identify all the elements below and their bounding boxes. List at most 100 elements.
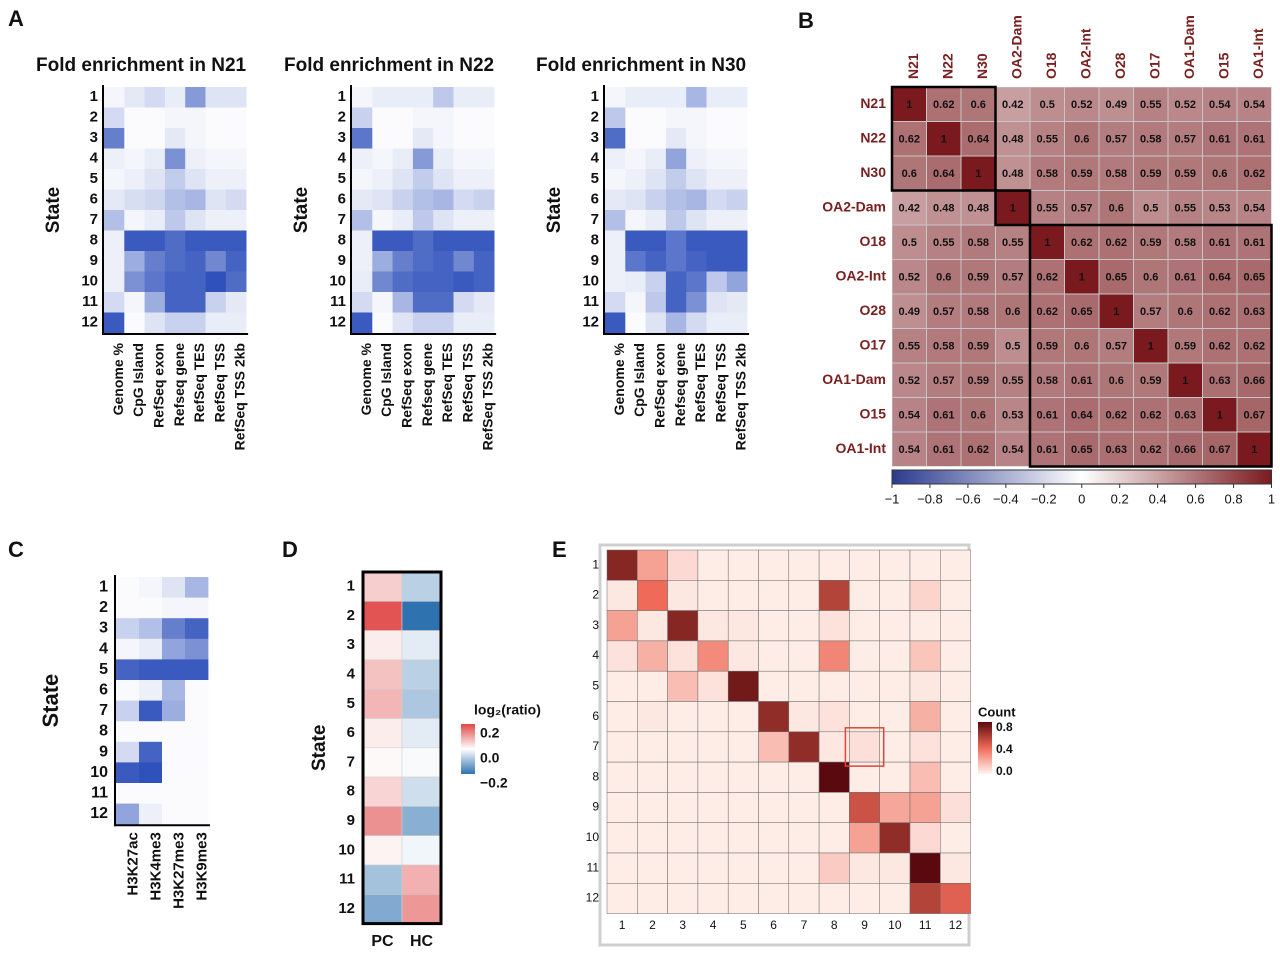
count-cell: [637, 701, 668, 733]
cluster-box: [890, 85, 997, 192]
count-cell: [606, 640, 638, 672]
heatmap-cell: [205, 128, 227, 149]
heatmap-cell: [205, 148, 227, 170]
column-tick-label: CpG Island: [631, 343, 647, 417]
correlation-value: 0.62: [899, 134, 920, 146]
correlation-cell: [996, 156, 1030, 190]
count-cell: [788, 701, 820, 733]
correlation-value: 0.55: [1037, 203, 1058, 215]
correlation-cell: [1237, 156, 1271, 190]
count-cell: [909, 701, 941, 733]
heatmap-cell: [453, 169, 475, 190]
heatmap-cell: [139, 783, 163, 804]
count-cell: [818, 822, 850, 854]
count-cell: [849, 701, 880, 733]
heatmap-cell: [205, 169, 227, 190]
row-tick-label: 9: [347, 812, 355, 829]
correlation-cell: [927, 87, 961, 121]
correlation-value: 0.52: [1071, 99, 1092, 111]
correlation-cell: [1134, 87, 1168, 121]
heatmap-cell: [392, 148, 414, 170]
count-cell: [697, 610, 729, 642]
heatmap-cell: [605, 107, 626, 129]
colorbar-tick-label: −1: [885, 491, 900, 506]
correlation-value: 0.63: [1175, 410, 1196, 422]
heatmap-cell: [605, 271, 626, 293]
heatmap-cell: [185, 189, 206, 211]
heatmap-cell: [433, 189, 454, 211]
column-tick-label: H3K27ac: [124, 832, 141, 895]
correlation-cell: [1030, 329, 1064, 363]
heatmap-cell: [392, 210, 414, 231]
correlation-cell: [1030, 87, 1064, 121]
correlation-cell: [1065, 225, 1099, 259]
heatmap-cell: [392, 312, 414, 334]
heatmap-cell: [412, 230, 434, 252]
heatmap-cell: [372, 210, 393, 231]
column-tick-label: 10: [888, 918, 902, 932]
correlation-cell: [996, 363, 1030, 397]
column-label: OA2-Int: [1077, 28, 1093, 79]
count-cell: [940, 792, 971, 823]
row-tick-label: 11: [82, 293, 98, 310]
heatmap-cell: [104, 189, 125, 211]
correlation-value: 0.62: [1140, 410, 1161, 422]
heatmap-cell: [665, 210, 687, 231]
count-cell: [758, 549, 790, 581]
ratio-cell: [362, 688, 403, 719]
correlation-cell: [1237, 363, 1271, 397]
heatmap-cell: [625, 312, 646, 334]
correlation-cell: [1134, 294, 1168, 328]
count-cell: [606, 610, 638, 642]
row-tick-label: 2: [90, 109, 98, 126]
chart-title-n30: Fold enrichment in N30: [536, 55, 747, 76]
heatmap-cell: [453, 312, 475, 334]
correlation-cell: [1168, 363, 1202, 397]
heatmap-cell: [205, 251, 227, 272]
correlation-value: 0.57: [1175, 134, 1196, 146]
correlation-value: 0.59: [968, 375, 989, 387]
heatmap-cell: [352, 169, 373, 190]
correlation-value: 0.61: [1037, 410, 1058, 422]
correlation-cell: [1168, 432, 1202, 466]
count-cell: [667, 852, 699, 884]
heatmap-cell: [726, 169, 748, 190]
heatmap-cell: [412, 292, 434, 313]
heatmap-cell: [185, 721, 209, 743]
row-tick-label: 6: [592, 709, 599, 723]
correlation-value: 0.62: [1071, 237, 1092, 249]
count-cell: [788, 640, 820, 672]
heatmap-cell: [162, 618, 186, 640]
correlation-cell: [927, 225, 961, 259]
correlation-value: 0.58: [1037, 168, 1058, 180]
heatmap-cell: [124, 128, 145, 149]
heatmap-cell: [686, 128, 707, 149]
count-cell: [758, 670, 790, 702]
count-cell: [758, 822, 790, 854]
correlation-cell: [892, 156, 926, 190]
heatmap-cell: [372, 169, 393, 190]
heatmap-cell: [185, 700, 209, 722]
heatmap-cell: [433, 251, 454, 272]
column-label: N21: [905, 53, 921, 79]
count-cell: [758, 792, 790, 823]
row-tick-label: 7: [347, 753, 355, 770]
count-cell: [879, 792, 911, 823]
row-tick-label: 11: [583, 293, 599, 310]
heatmap-cell: [392, 251, 414, 272]
column-tick-label: Genome %: [611, 342, 627, 415]
heatmap-cell: [473, 230, 495, 252]
ratio-cell: [362, 893, 403, 924]
correlation-cell: [1134, 260, 1168, 294]
count-cell: [849, 640, 880, 672]
heatmap-cell: [453, 107, 475, 129]
count-cell: [606, 701, 638, 733]
correlation-value: 0.52: [899, 375, 920, 387]
heatmap-cell: [473, 312, 495, 334]
row-tick-label: 9: [99, 743, 108, 760]
heatmap-cell: [625, 107, 646, 129]
column-tick-label: 6: [770, 918, 777, 932]
correlation-value: 0.5: [1005, 341, 1020, 353]
row-tick-label: 10: [586, 830, 600, 844]
correlation-value: 0.54: [1209, 99, 1231, 111]
